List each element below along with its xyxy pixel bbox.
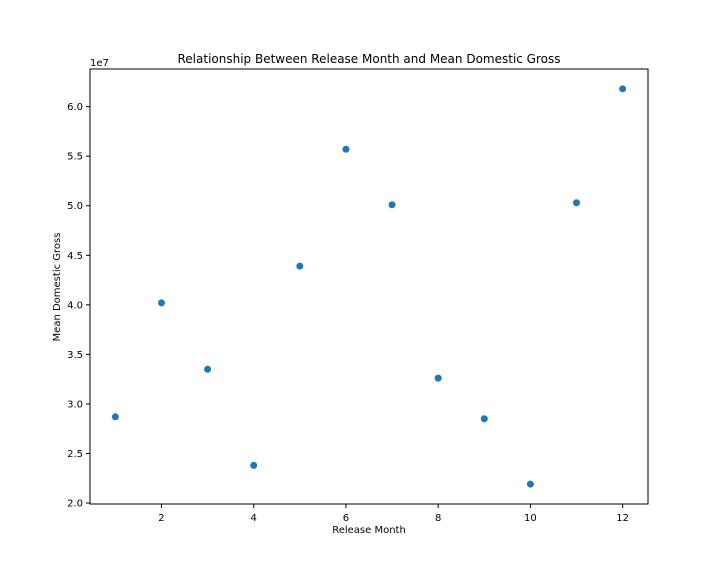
data-point: [480, 415, 488, 423]
x-tick-label: 4: [251, 513, 257, 524]
y-tick-label: 5.5: [67, 152, 83, 163]
y-tick-label: 2.5: [67, 449, 83, 460]
x-tick-label: 8: [435, 513, 441, 524]
y-offset-label: 1e7: [90, 58, 109, 69]
plot-frame: [89, 68, 649, 505]
x-axis-label: Release Month: [332, 525, 406, 536]
data-point: [250, 461, 258, 469]
y-axis-label: Mean Domestic Gross: [52, 233, 63, 342]
data-point: [388, 201, 396, 209]
y-tick-label: 5.0: [67, 201, 83, 212]
data-point: [296, 262, 304, 270]
data-point: [342, 145, 350, 153]
data-points: [111, 85, 627, 488]
y-tick-label: 4.5: [67, 251, 83, 262]
data-point: [526, 480, 534, 488]
axis-ticks: 2 4 6 8 10 12 2.0 2.5 3.0 3.5 4.0 4.5 5.0 5.5 6.0: [67, 102, 629, 524]
y-tick-label: 3.5: [67, 350, 83, 361]
data-point: [111, 413, 119, 421]
y-tick-label: 6.0: [67, 102, 83, 113]
x-tick-label: 10: [524, 513, 537, 524]
data-point: [573, 199, 581, 207]
y-tick-label: 3.0: [67, 399, 83, 410]
y-tick-label: 2.0: [67, 499, 83, 510]
y-tick-label: 4.0: [67, 300, 83, 311]
data-point: [204, 365, 212, 373]
chart-title: Relationship Between Release Month and M…: [178, 52, 561, 66]
data-point: [434, 374, 442, 382]
x-tick-label: 2: [158, 513, 164, 524]
x-tick-label: 6: [343, 513, 349, 524]
data-point: [157, 299, 165, 307]
data-point: [619, 85, 627, 93]
x-tick-label: 12: [616, 513, 629, 524]
